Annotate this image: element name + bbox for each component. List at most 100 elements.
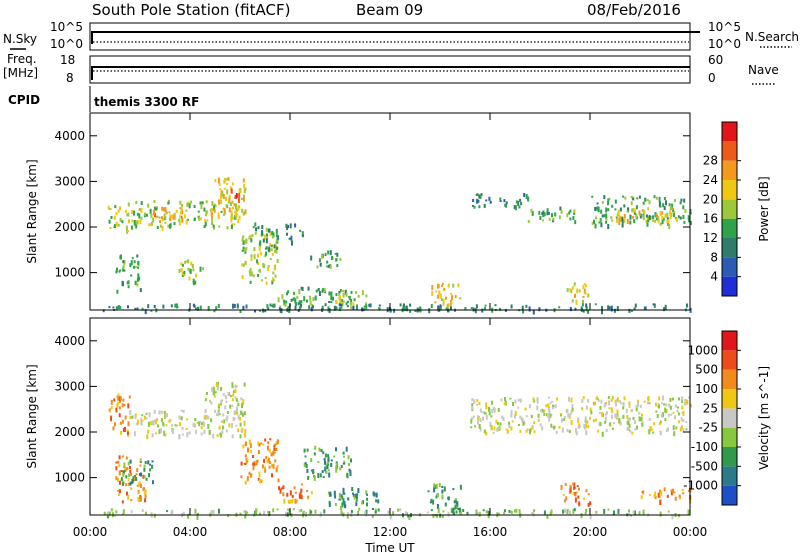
velocity-cell [214,409,217,413]
power-cell [568,211,571,215]
velocity-cell [581,399,584,404]
velocity-cell [125,475,128,479]
power-cell [187,201,190,205]
velocity-cell [321,470,324,473]
power-cell [161,206,164,211]
power-cell [242,178,245,183]
power-cells [102,176,692,315]
power-cell [596,202,599,205]
power-cell [607,198,610,202]
power-cell [646,222,649,227]
velocity-colorbar-tick-label: -500 [691,459,718,473]
velocity-cell [543,409,546,413]
power-cell [303,296,306,302]
velocity-cell [603,508,606,514]
velocity-cell [626,426,629,431]
power-colorbar-swatch [722,218,737,238]
velocity-cell [605,402,608,404]
velocity-cell [476,403,479,406]
velocity-cell [203,429,206,434]
power-cell [238,215,241,220]
velocity-cell [470,418,473,424]
velocity-cell [581,407,583,411]
velocity-cell [158,410,161,415]
velocity-cell [243,420,246,425]
power-cell [643,306,646,311]
power-cell [138,208,141,212]
power-cell [147,304,150,309]
power-cell [156,225,159,229]
velocity-cell [630,408,633,412]
power-cell [647,217,650,223]
velocity-cell [136,484,139,487]
velocity-cell [612,422,615,425]
velocity-cell [504,400,507,406]
velocity-cell [333,490,336,496]
power-cell [312,297,315,302]
power-cell [169,223,171,229]
velocity-cell [120,477,123,482]
power-cell [352,305,355,310]
power-cell [436,284,439,289]
power-cell [180,207,183,212]
power-cell [499,200,502,202]
power-cell [342,292,345,298]
freq-label-1: Freq. [7,52,37,66]
velocity-cell [678,397,680,401]
velocity-cell [133,431,136,437]
velocity-cell [459,509,462,514]
velocity-cell [639,404,642,408]
velocity-cells [103,381,692,520]
velocity-cell [210,418,213,423]
power-cell [515,200,518,204]
power-cell [505,203,507,208]
velocity-cell [647,401,649,405]
velocity-cell [174,424,177,427]
power-cell [248,270,251,274]
velocity-cell [620,402,623,405]
velocity-cell [144,494,147,499]
power-cell [350,306,353,310]
velocity-cell [234,384,237,389]
power-cell [238,192,241,198]
power-cell [430,304,433,308]
power-colorbar-tick-label: 20 [703,192,718,206]
velocity-ytick-label: 4000 [54,334,85,348]
velocity-cell [610,398,613,402]
power-cell [230,213,233,217]
power-cell [439,293,442,299]
velocity-cell [659,511,662,517]
power-cell [583,283,586,286]
power-cell [327,250,330,255]
power-cell [591,195,594,198]
velocity-cell [163,411,166,414]
power-cell [199,266,202,272]
power-cell [112,306,115,309]
power-cell [301,234,304,238]
power-cell [213,208,216,213]
velocity-cell [239,512,242,516]
velocity-cell [483,429,486,434]
power-cell [614,208,617,211]
power-cell [205,213,207,217]
power-cell [655,196,658,200]
power-cell [215,306,218,311]
velocity-cell [595,510,598,514]
velocity-cell [533,430,536,434]
velocity-cell [242,412,244,417]
power-cell [217,303,220,308]
velocity-cell [333,455,336,458]
velocity-cell [110,416,113,422]
power-cell [140,207,143,213]
power-cell [296,295,299,299]
velocity-cell [231,404,234,407]
power-cell [171,214,174,219]
power-cell [310,255,313,261]
velocity-colorbar-tick-label: 100 [695,382,718,396]
velocity-cell [389,514,392,520]
velocity-cell [678,514,681,518]
power-cell [639,213,642,219]
velocity-cell [397,508,400,512]
velocity-cell [365,490,368,495]
velocity-cell [373,493,376,497]
